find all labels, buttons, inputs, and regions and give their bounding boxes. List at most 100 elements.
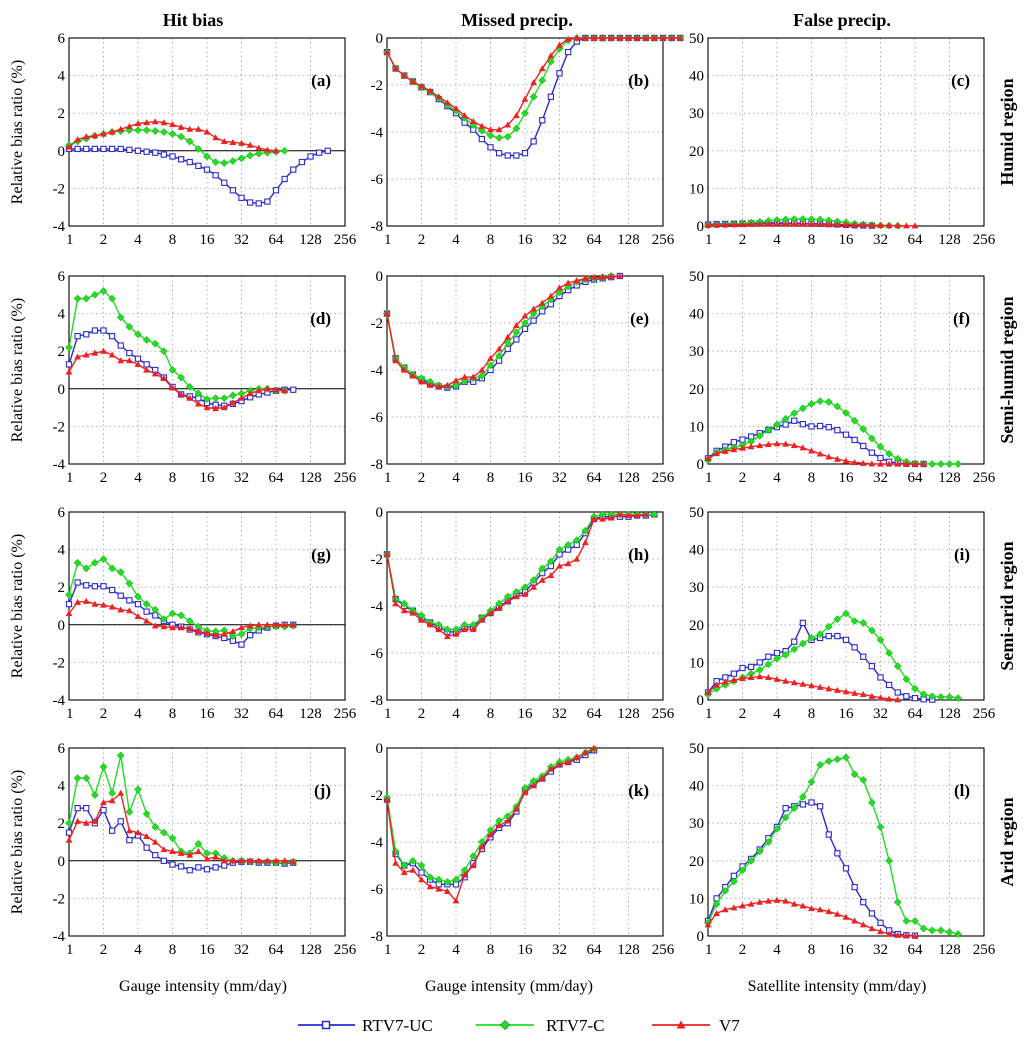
data-point xyxy=(902,932,910,939)
data-point xyxy=(203,395,211,404)
xtick-label: 128 xyxy=(617,706,640,722)
xtick-label: 256 xyxy=(973,470,996,486)
data-point xyxy=(108,789,117,798)
xtick-label: 4 xyxy=(452,942,460,958)
panel-label: (b) xyxy=(628,71,649,90)
xtick-label: 16 xyxy=(518,470,534,486)
ylabel-row-2: Relative bias ratio (%) xyxy=(9,298,26,442)
data-point xyxy=(477,126,486,135)
xtick-label: 16 xyxy=(839,706,855,722)
data-point xyxy=(867,434,876,443)
data-point xyxy=(452,381,460,390)
ytick-label: 20 xyxy=(689,854,704,870)
data-point xyxy=(633,34,641,41)
data-point xyxy=(452,897,460,904)
series-line-rtv7-uc xyxy=(386,275,620,389)
xtick-label: 128 xyxy=(299,470,322,486)
data-point xyxy=(833,755,842,764)
data-point xyxy=(556,70,563,77)
data-point xyxy=(212,172,219,179)
data-point xyxy=(764,441,772,448)
series-v7 xyxy=(65,789,297,865)
ytick-label: 10 xyxy=(689,419,704,435)
series-v7 xyxy=(704,896,919,939)
series-v7 xyxy=(383,272,624,390)
ytick-label: 0 xyxy=(697,457,705,473)
data-point xyxy=(790,442,798,449)
panel-k: 0 -2 -4 -6 -81 2 4 8 16 32 64 128 256 (k) xyxy=(371,741,675,958)
data-point xyxy=(400,599,409,608)
data-point xyxy=(160,857,168,864)
data-point xyxy=(452,105,460,112)
series-v7 xyxy=(65,118,280,154)
xlabel-hit-bias: Gauge intensity (mm/day) xyxy=(119,978,287,995)
ytick-label: -4 xyxy=(53,693,66,709)
data-point xyxy=(169,384,176,391)
xtick-label: 256 xyxy=(334,706,357,722)
data-point xyxy=(730,676,738,683)
data-point xyxy=(625,512,632,519)
data-point xyxy=(521,583,529,592)
data-point xyxy=(82,597,90,604)
data-point xyxy=(842,221,850,228)
ytick-label: -4 xyxy=(53,457,66,473)
data-point xyxy=(504,817,512,824)
data-point xyxy=(237,630,246,639)
ytick-label: -2 xyxy=(371,552,384,568)
data-point xyxy=(798,639,807,648)
data-point xyxy=(125,607,133,614)
data-point xyxy=(65,143,73,150)
panel-l: 50 40 30 20 10 01 2 4 8 16 32 64 128 256 (l) xyxy=(689,741,996,958)
xtick-label: 128 xyxy=(617,470,640,486)
xtick-label: 64 xyxy=(587,232,603,248)
data-point xyxy=(877,919,884,926)
ytick-label: 2 xyxy=(58,816,66,832)
data-point xyxy=(954,930,963,939)
data-point xyxy=(117,357,125,364)
xtick-label: 256 xyxy=(334,942,357,958)
data-point xyxy=(833,615,842,624)
data-point xyxy=(469,626,477,633)
data-point xyxy=(90,791,99,799)
data-point xyxy=(272,187,280,194)
data-point xyxy=(842,865,850,872)
xtick-label: 8 xyxy=(487,232,495,248)
data-point xyxy=(503,339,512,347)
data-point xyxy=(590,273,598,280)
ytick-label: 0 xyxy=(376,505,384,521)
data-point xyxy=(842,913,850,920)
panel-label: (d) xyxy=(310,309,331,328)
data-point xyxy=(159,615,168,624)
xtick-label: 1 xyxy=(705,706,713,722)
xtick-label: 4 xyxy=(773,942,781,958)
data-point xyxy=(495,351,504,360)
data-point xyxy=(868,449,876,456)
data-point xyxy=(599,515,607,522)
xtick-label: 32 xyxy=(234,232,249,248)
data-point xyxy=(825,632,832,640)
xtick-label: 256 xyxy=(334,470,357,486)
xtick-label: 256 xyxy=(652,942,675,958)
xtick-label: 4 xyxy=(452,706,460,722)
data-point xyxy=(756,659,763,666)
panel-label: (e) xyxy=(630,309,649,328)
data-point xyxy=(495,150,503,157)
data-point xyxy=(747,443,755,450)
data-point xyxy=(659,34,667,41)
data-point xyxy=(782,805,789,812)
data-point xyxy=(756,673,764,680)
data-point xyxy=(954,460,963,468)
data-point xyxy=(246,622,254,629)
data-point xyxy=(469,852,478,861)
data-point xyxy=(825,685,833,692)
data-point xyxy=(134,785,142,794)
data-point xyxy=(74,579,81,586)
data-point xyxy=(556,284,563,291)
data-point xyxy=(203,166,211,173)
data-point xyxy=(730,904,738,911)
data-point xyxy=(65,590,73,599)
xtick-label: 64 xyxy=(269,470,285,486)
xtick-label: 8 xyxy=(808,706,816,722)
xtick-label: 1 xyxy=(384,470,392,486)
